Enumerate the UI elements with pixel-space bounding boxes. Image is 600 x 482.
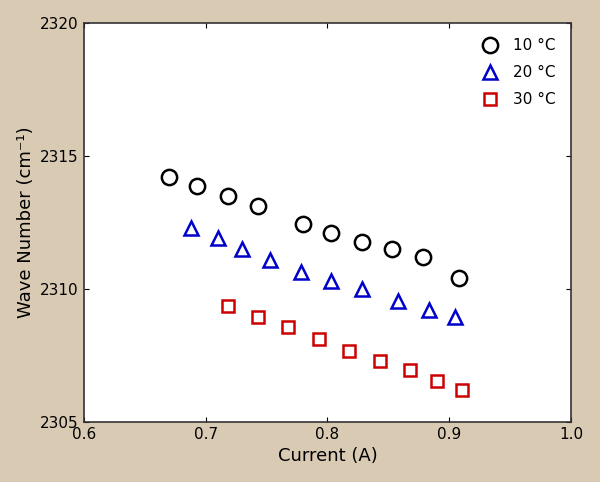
30 °C <box>434 378 441 384</box>
30 °C <box>346 348 353 354</box>
30 °C <box>285 324 292 330</box>
20 °C <box>425 307 432 313</box>
10 °C <box>455 275 463 281</box>
Y-axis label: Wave Number (cm⁻¹): Wave Number (cm⁻¹) <box>17 126 35 318</box>
20 °C <box>452 314 459 320</box>
Line: 30 °C: 30 °C <box>221 300 468 396</box>
10 °C <box>224 193 231 199</box>
10 °C <box>358 240 365 245</box>
Line: 10 °C: 10 °C <box>161 169 467 286</box>
Legend: 10 °C, 20 °C, 30 °C: 10 °C, 20 °C, 30 °C <box>467 30 563 115</box>
10 °C <box>388 246 395 252</box>
20 °C <box>187 225 194 230</box>
20 °C <box>297 268 304 274</box>
20 °C <box>328 278 335 284</box>
10 °C <box>419 254 426 260</box>
20 °C <box>395 298 402 304</box>
X-axis label: Current (A): Current (A) <box>278 447 377 465</box>
30 °C <box>407 367 414 373</box>
10 °C <box>299 221 307 227</box>
30 °C <box>254 314 262 320</box>
20 °C <box>239 246 246 252</box>
10 °C <box>166 174 173 180</box>
10 °C <box>328 230 335 236</box>
30 °C <box>376 358 383 363</box>
Line: 20 °C: 20 °C <box>184 221 463 324</box>
20 °C <box>214 235 221 241</box>
30 °C <box>316 336 323 342</box>
10 °C <box>254 203 262 209</box>
20 °C <box>358 286 365 292</box>
30 °C <box>224 303 231 309</box>
20 °C <box>266 256 274 262</box>
10 °C <box>193 184 200 189</box>
30 °C <box>458 387 465 393</box>
